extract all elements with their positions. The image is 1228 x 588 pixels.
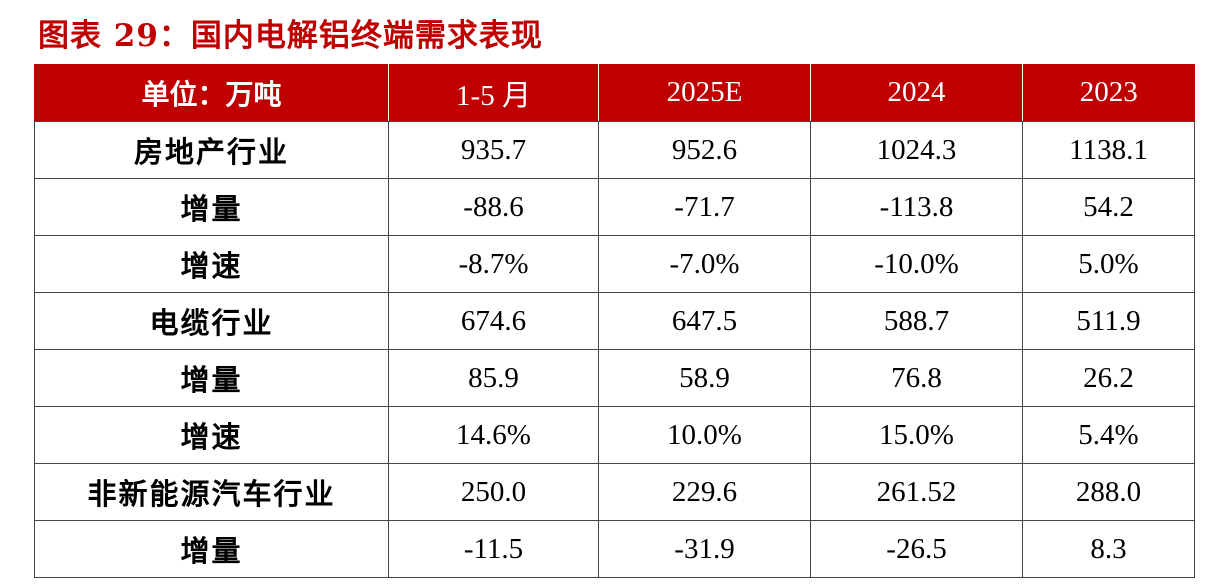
table-cell: 261.52 [810,463,1023,521]
row-label: 房地产行业 [34,121,389,179]
table-cell: 5.4% [1022,406,1195,464]
table-row: 非新能源汽车行业 250.0 229.6 261.52 288.0 [34,463,1195,521]
demand-table: 单位：万吨 1-5 月 2025E 2024 2023 房地产行业 935.7 … [34,64,1195,578]
table-cell: -11.5 [388,520,599,578]
table-cell: -8.7% [388,235,599,293]
header-period-jan-may: 1-5 月 [388,64,599,122]
table-row: 电缆行业 674.6 647.5 588.7 511.9 [34,292,1195,350]
table-row: 增速 14.6% 10.0% 15.0% 5.4% [34,406,1195,464]
table-cell: 1138.1 [1022,121,1195,179]
header-2024: 2024 [810,64,1023,122]
table-cell: 14.6% [388,406,599,464]
table-cell: 674.6 [388,292,599,350]
row-label: 增速 [34,406,389,464]
table-cell: 288.0 [1022,463,1195,521]
row-label: 电缆行业 [34,292,389,350]
figure-caption: 图表 29：国内电解铝终端需求表现 [38,18,543,54]
table-cell: 250.0 [388,463,599,521]
table-cell: 26.2 [1022,349,1195,407]
table-cell: 76.8 [810,349,1023,407]
table-cell: -10.0% [810,235,1023,293]
table-cell: 588.7 [810,292,1023,350]
table-cell: 10.0% [598,406,811,464]
table-cell: 15.0% [810,406,1023,464]
table-cell: 85.9 [388,349,599,407]
table-cell: 647.5 [598,292,811,350]
table-cell: 1024.3 [810,121,1023,179]
table-row: 增量 -11.5 -31.9 -26.5 8.3 [34,520,1195,578]
row-label: 增量 [34,520,389,578]
table-cell: 58.9 [598,349,811,407]
table-cell: 952.6 [598,121,811,179]
row-label: 增量 [34,178,389,236]
table-row: 增量 85.9 58.9 76.8 26.2 [34,349,1195,407]
table-cell: -26.5 [810,520,1023,578]
table-cell: 54.2 [1022,178,1195,236]
table-header-row: 单位：万吨 1-5 月 2025E 2024 2023 [34,64,1195,122]
table-cell: -71.7 [598,178,811,236]
table-cell: -31.9 [598,520,811,578]
table-row: 房地产行业 935.7 952.6 1024.3 1138.1 [34,121,1195,179]
header-2023: 2023 [1022,64,1195,122]
row-label: 非新能源汽车行业 [34,463,389,521]
table-cell: 5.0% [1022,235,1195,293]
table-cell: -113.8 [810,178,1023,236]
table-cell: 511.9 [1022,292,1195,350]
table-cell: -88.6 [388,178,599,236]
table-row: 增量 -88.6 -71.7 -113.8 54.2 [34,178,1195,236]
header-2025e: 2025E [598,64,811,122]
row-label: 增量 [34,349,389,407]
table-cell: 935.7 [388,121,599,179]
header-unit: 单位：万吨 [34,64,389,122]
table-cell: 229.6 [598,463,811,521]
table-row: 增速 -8.7% -7.0% -10.0% 5.0% [34,235,1195,293]
row-label: 增速 [34,235,389,293]
table-cell: -7.0% [598,235,811,293]
table-cell: 8.3 [1022,520,1195,578]
